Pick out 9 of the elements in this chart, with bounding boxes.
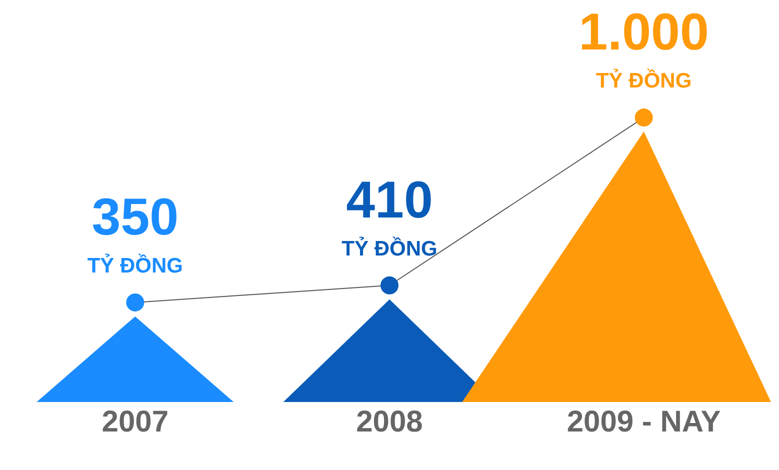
data-label: 350 [92,188,179,246]
data-label: 1.000 [578,4,709,62]
annotation: TỶ ĐỒNG [596,68,692,93]
x-tick-label: 2007 [102,405,169,438]
data-label: 410 [346,171,433,230]
annotation: TỶ ĐỒNG [87,253,184,278]
x-tick-label: 2008 [356,405,423,438]
x-tick-label: 2009 - NAY [566,405,721,438]
annotation: TỶ ĐỒNG [342,236,438,260]
